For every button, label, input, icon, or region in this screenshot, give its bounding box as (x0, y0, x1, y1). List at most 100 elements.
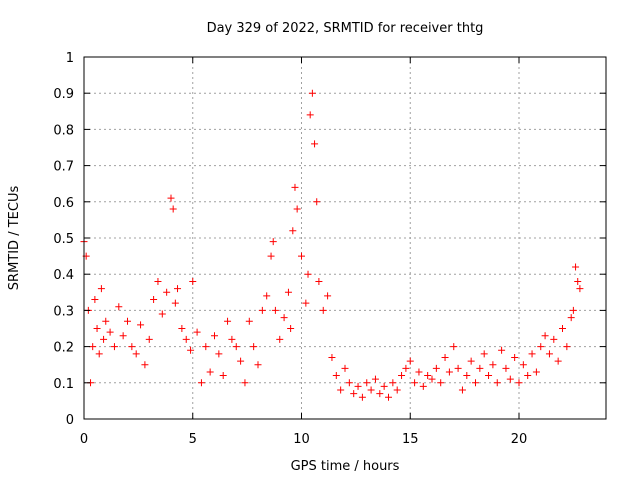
data-point (511, 353, 519, 361)
y-tick-label: 0.7 (53, 160, 74, 175)
data-point (324, 292, 332, 300)
data-point (432, 364, 440, 372)
data-point (389, 379, 397, 387)
data-point (228, 335, 236, 343)
x-axis-label: GPS time / hours (291, 459, 400, 474)
data-point (569, 306, 577, 314)
data-point (291, 183, 299, 191)
y-tick-label: 0.4 (53, 268, 74, 283)
data-point (345, 379, 353, 387)
data-point (458, 386, 466, 394)
data-point (269, 238, 277, 246)
data-point (485, 372, 493, 380)
x-tick-label: 15 (402, 432, 419, 447)
data-point (182, 335, 190, 343)
y-tick-label: 0.8 (53, 123, 74, 138)
data-point (287, 325, 295, 332)
data-point (115, 303, 123, 311)
data-point (415, 368, 423, 376)
data-point (385, 393, 392, 401)
y-tick-label: 0.6 (53, 196, 74, 211)
data-point (328, 353, 336, 361)
data-point (241, 379, 249, 387)
data-point (376, 390, 384, 398)
data-point (519, 361, 527, 369)
data-point (545, 350, 553, 358)
data-point (472, 379, 479, 387)
data-point (171, 299, 179, 307)
data-point (367, 386, 375, 394)
data-point (541, 332, 549, 340)
data-point (498, 346, 506, 354)
data-point (572, 263, 580, 271)
data-point (424, 372, 432, 380)
data-point (574, 277, 582, 285)
data-point (393, 386, 401, 394)
data-point (304, 270, 312, 278)
y-tick-label: 0.3 (53, 304, 74, 319)
data-point (258, 306, 266, 314)
x-tick-label: 5 (189, 432, 197, 447)
data-point (169, 205, 177, 213)
data-point (532, 368, 540, 376)
data-point (232, 343, 240, 351)
data-point (441, 353, 449, 361)
data-point (106, 328, 114, 336)
data-point (537, 343, 545, 351)
data-point (493, 379, 501, 387)
data-point (402, 364, 410, 372)
y-tick-label: 0.1 (53, 377, 74, 392)
data-point (380, 382, 388, 390)
data-point (363, 379, 371, 387)
axis-ticks: 00.10.20.30.40.50.60.70.80.910 5 10 15 20 (53, 51, 606, 447)
data-point (267, 252, 275, 260)
data-point (128, 343, 136, 351)
data-point (358, 393, 366, 401)
data-point (406, 357, 414, 365)
data-point (206, 368, 214, 376)
data-point (371, 375, 379, 383)
data-point (467, 357, 475, 365)
data-point (137, 321, 145, 329)
y-tick-label: 0 (66, 413, 74, 428)
data-point (445, 368, 453, 376)
data-point (100, 335, 108, 343)
data-point (489, 361, 497, 369)
data-point (163, 288, 171, 296)
chart-title: Day 329 of 2022, SRMTID for receiver tht… (207, 21, 484, 36)
data-point (411, 379, 419, 387)
data-point (476, 364, 484, 372)
data-point (276, 335, 284, 343)
data-point (350, 390, 358, 398)
data-point (337, 386, 345, 394)
data-point (559, 325, 566, 332)
x-tick-label: 0 (80, 432, 88, 447)
y-tick-label: 0.9 (53, 87, 74, 102)
x-tick-label: 10 (293, 432, 310, 447)
data-point (332, 372, 340, 380)
data-point (437, 379, 445, 387)
data-point (463, 372, 471, 380)
data-point (480, 350, 488, 358)
y-tick-label: 0.5 (53, 232, 74, 247)
data-points (80, 89, 584, 401)
data-point (124, 317, 131, 325)
data-point (97, 285, 105, 293)
data-point (524, 372, 532, 380)
data-point (280, 314, 288, 322)
data-point (308, 89, 316, 97)
data-point (93, 325, 101, 332)
data-point (563, 343, 571, 351)
x-tick-label: 20 (511, 432, 528, 447)
data-point (219, 372, 227, 380)
data-point (302, 299, 310, 307)
data-point (263, 292, 271, 300)
data-point (202, 343, 210, 351)
data-point (550, 335, 558, 343)
data-point (95, 350, 103, 358)
data-point (428, 375, 436, 383)
data-point (254, 361, 262, 369)
data-point (313, 198, 321, 206)
data-point (419, 382, 427, 390)
